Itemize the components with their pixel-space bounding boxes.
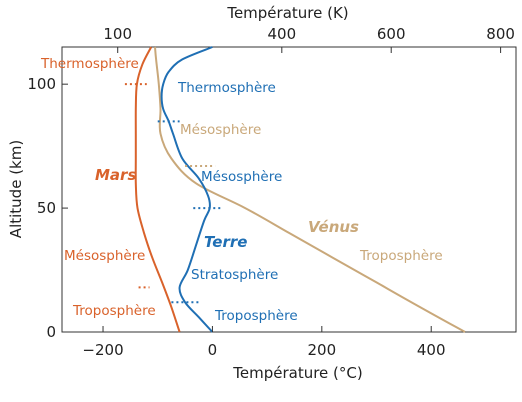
venus-troposphere-label: Troposphère [359,248,443,264]
venus-temperature-line [154,46,466,333]
x-axis-title-top: Température (K) [226,4,348,22]
x-bottom-tick-label: 0 [208,341,218,359]
mars-thermosphere-label: Thermosphère [40,56,139,72]
terre-mesosphere-label: Mésosphère [201,169,282,185]
y-axis-title: Altitude (km) [7,140,25,238]
terre-temperature-line [160,46,214,333]
y-tick-label: 100 [27,75,56,93]
x-bottom-tick-label: 400 [417,341,446,359]
plot-frame [61,46,517,333]
axis-ticks: −200 0 200 400 100 400 600 800 0 50 100 [27,25,515,359]
mars-temperature-line [134,46,181,333]
terre-thermosphere-label: Thermosphère [177,80,276,96]
terre-troposphere-label: Troposphère [214,308,298,324]
mars-series-label: Mars [95,166,136,184]
y-tick-label: 50 [37,199,56,217]
x-bottom-tick-label: 200 [307,341,336,359]
x-top-tick-label: 600 [377,25,406,43]
layer-boundaries [124,83,221,304]
terre-series-label: Terre [204,233,247,251]
mars-mesosphere-label: Mésosphère [64,248,145,264]
x-top-tick-label: 400 [267,25,296,43]
x-bottom-tick-label: −200 [82,341,123,359]
x-top-tick-label: 100 [103,25,132,43]
x-axis-title-bottom: Température (°C) [232,364,362,382]
terre-stratosphere-label: Stratosphère [191,267,278,283]
venus-series-label: Vénus [308,218,359,236]
x-top-tick-label: 800 [486,25,515,43]
y-tick-label: 0 [46,323,56,341]
venus-mesosphere-label: Mésosphère [180,122,261,138]
mars-troposphere-label: Troposphère [72,303,156,319]
